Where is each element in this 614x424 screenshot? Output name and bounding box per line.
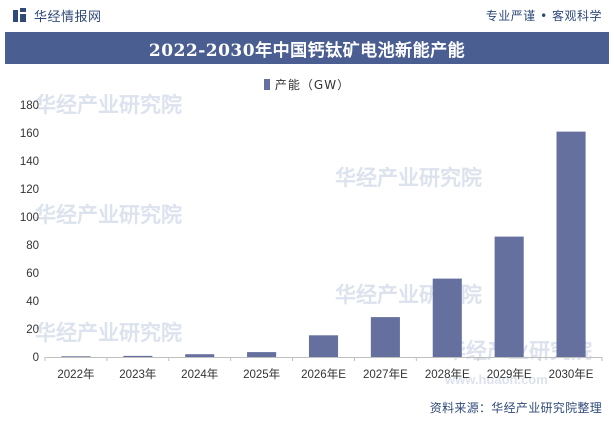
y-tick-label: 160: [20, 128, 39, 140]
bar: [308, 335, 339, 357]
watermark-text: 华经产业研究院: [35, 93, 182, 117]
watermark-url: www.huaon.com: [444, 372, 548, 387]
y-tick-label: 0: [33, 352, 39, 364]
bar: [494, 236, 524, 357]
y-tick-label: 60: [26, 268, 39, 280]
brand-name: 华经情报网: [34, 9, 102, 25]
bar: [432, 278, 462, 357]
watermark-text: 华经产业研究院: [35, 203, 182, 227]
x-tick-label: 2023年: [119, 367, 156, 381]
x-tick-label: 2027年E: [363, 367, 408, 381]
watermark-text: 华经产业研究院: [35, 321, 182, 345]
bar-series: [61, 131, 586, 358]
y-axis: 0 20 40 60 80 100 120 140 160 180: [20, 100, 39, 364]
x-tick-label: 2029年E: [487, 367, 532, 381]
legend-label: 产能（GW）: [274, 78, 351, 92]
brand-logo: 华经情报网: [12, 6, 102, 25]
y-tick-label: 40: [26, 296, 39, 308]
x-tick-label: 2022年: [57, 367, 94, 381]
legend-swatch: [263, 79, 270, 90]
y-tick-label: 120: [20, 184, 39, 196]
y-tick-label: 180: [20, 100, 39, 112]
x-axis: 2022年 2023年 2024年 2025年 2026年E 2027年E 2028年E 20…: [44, 357, 603, 381]
x-tick-label: 2028年E: [425, 367, 470, 381]
source-note: 资料来源：华经产业研究院整理: [429, 401, 602, 415]
y-tick-label: 20: [26, 324, 39, 336]
chart-title: 2022-2030年中国钙钛矿电池新能产能: [148, 40, 466, 61]
y-tick-label: 100: [20, 212, 39, 224]
bar: [247, 352, 277, 357]
top-bar: 华经情报网 专业严谨 • 客观科学: [0, 0, 614, 30]
y-tick-label: 140: [20, 156, 39, 168]
chart-legend: 产能（GW）: [0, 76, 614, 93]
bar-logo-icon: [13, 8, 26, 22]
bar: [185, 354, 215, 357]
x-tick-label: 2030年E: [549, 367, 594, 381]
bar: [123, 355, 153, 357]
title-band: 2022-2030年中国钙钛矿电池新能产能: [5, 32, 609, 64]
y-tick-label: 80: [26, 240, 39, 252]
x-tick-label: 2025年: [243, 367, 280, 381]
x-tick-label: 2026年E: [301, 367, 346, 381]
bar: [61, 356, 91, 358]
x-tick-label: 2024年: [181, 367, 218, 381]
bar: [370, 317, 400, 357]
watermark-text: 华经产业研究院: [335, 166, 482, 190]
tagline: 专业严谨 • 客观科学: [485, 9, 602, 23]
bar: [556, 131, 586, 357]
